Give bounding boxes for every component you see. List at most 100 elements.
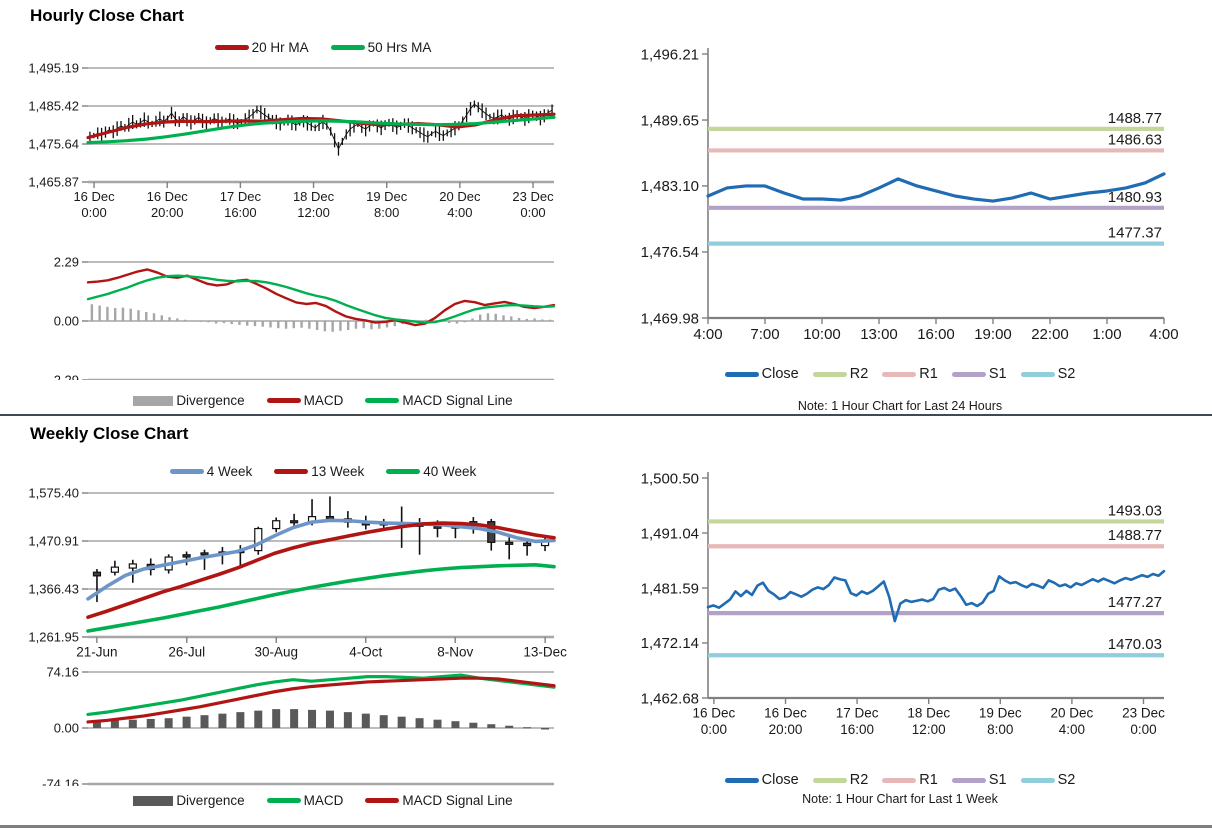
svg-text:1,495.19: 1,495.19 (28, 61, 79, 76)
weekly-close-chart: 1,575.40 1,470.91 1,366.43 1,261.95 21-Jun 26… (8, 481, 568, 676)
legend-item-close: Close (724, 772, 799, 788)
hourly-pivot-svg: 1,496.21 1,489.65 1,483.10 1,476.54 1,469.98… (641, 46, 1179, 343)
weekly-pivot-pivot-label-S2: 1470.03 (1108, 636, 1162, 653)
legend-label: MACD Signal Line (402, 793, 513, 808)
legend-label: R2 (849, 772, 869, 788)
svg-text:16:00: 16:00 (917, 326, 955, 343)
svg-text:1,475.64: 1,475.64 (28, 137, 79, 152)
legend-label: MACD Signal Line (402, 393, 513, 408)
legend-item-close: Close (724, 366, 799, 382)
weekly-pivot-pivot-label-R1: 1488.77 (1108, 527, 1162, 544)
hourly-pivot-pivot-label-S1: 1480.93 (1108, 189, 1162, 206)
legend-item-13-week: 13 Week (274, 464, 364, 479)
legend-label: S1 (988, 772, 1007, 788)
svg-text:1,496.21: 1,496.21 (641, 46, 699, 63)
legend-item-s2: S2 (1020, 366, 1075, 382)
legend-item-macd-signal-line: MACD Signal Line (365, 393, 513, 408)
legend-label: MACD (303, 793, 344, 808)
line-swatch-icon (386, 469, 421, 474)
line-swatch-icon (951, 371, 986, 377)
legend-label: R1 (919, 366, 938, 382)
svg-text:1,476.54: 1,476.54 (641, 244, 699, 261)
weekly-pivot-pivot-label-R2: 1493.03 (1108, 502, 1162, 519)
weekly-ma-legend: 4 Week 13 Week 40 Week (88, 464, 558, 479)
svg-text:-2.29: -2.29 (49, 373, 79, 380)
hourly-pivot-note: Note: 1 Hour Chart for Last 24 Hours (797, 399, 1003, 413)
legend-item-r1: R1 (882, 772, 938, 788)
hourly-close-chart: 1,495.19 1,485.42 1,475.64 1,465.87 16 Dec 0:… (8, 56, 568, 233)
line-swatch-icon (365, 398, 400, 403)
hourly-pivot-pivot-label-R2: 1488.77 (1108, 110, 1162, 127)
hourly-macd-legend: Divergence MACD MACD Signal Line (88, 393, 558, 408)
weekly-macd-chart: 74.16 0.00 -74.16 (8, 660, 568, 792)
weekly-chart-title: Weekly Close Chart (30, 424, 189, 443)
line-swatch-icon (1020, 777, 1055, 783)
legend-item-divergence: Divergence (133, 393, 245, 408)
line-swatch-icon (812, 371, 847, 377)
hourly-ma-legend: 20 Hr MA 50 Hrs MA (88, 40, 558, 55)
legend-item-40-week: 40 Week (386, 464, 476, 479)
hourly-chart-title: Hourly Close Chart (30, 6, 184, 25)
line-swatch-icon (724, 371, 759, 377)
svg-text:4-Oct: 4-Oct (349, 645, 382, 660)
svg-text:2.29: 2.29 (54, 255, 79, 270)
legend-label: S2 (1057, 772, 1076, 788)
line-swatch-icon (214, 45, 249, 50)
svg-text:1,472.14: 1,472.14 (641, 635, 699, 652)
line-swatch-icon (812, 777, 847, 783)
legend-item-r2: R2 (812, 772, 869, 788)
line-swatch-icon (274, 469, 309, 474)
svg-text:1,483.10: 1,483.10 (641, 178, 699, 195)
svg-text:10:00: 10:00 (803, 326, 841, 343)
legend-item-r2: R2 (812, 366, 868, 382)
line-swatch-icon (1020, 371, 1055, 377)
weekly-macd-legend: Divergence MACD MACD Signal Line (88, 793, 558, 808)
bar-swatch-icon (133, 395, 174, 406)
legend-item-divergence: Divergence (133, 793, 245, 808)
legend-label: R1 (919, 772, 938, 788)
svg-text:1,575.40: 1,575.40 (28, 486, 79, 501)
weekly-pivot-chart: 1,500.50 1,491.04 1,481.59 1,472.14 1,462.68… (612, 464, 1184, 759)
line-swatch-icon (951, 777, 986, 783)
line-swatch-icon (169, 469, 204, 474)
legend-item-s1: S1 (951, 366, 1007, 382)
legend-item-20-hr-ma: 20 Hr MA (214, 40, 309, 55)
line-swatch-icon (882, 371, 917, 377)
weekly-pivot-pivot-label-S1: 1477.27 (1108, 594, 1162, 611)
svg-text:7:00: 7:00 (750, 326, 779, 343)
hourly-macd-svg: 2.29 0.00 -2.29 (49, 255, 556, 388)
legend-item-macd-signal-line: MACD Signal Line (365, 793, 513, 808)
legend-item-macd: MACD (266, 393, 344, 408)
hourly-pivot-legend: Close R2 R1 S1 S2 (660, 366, 1140, 382)
weekly-pivot-svg: 1,500.50 1,491.04 1,481.59 1,472.14 1,462.68… (641, 470, 1166, 738)
svg-text:-74.16: -74.16 (42, 777, 79, 786)
legend-label: 4 Week (206, 464, 253, 479)
line-swatch-icon (882, 777, 917, 783)
svg-text:19:00: 19:00 (974, 326, 1012, 343)
svg-text:0.00: 0.00 (54, 314, 79, 329)
legend-label: Close (761, 366, 799, 382)
svg-text:26-Jul: 26-Jul (168, 645, 205, 660)
svg-text:1,462.68: 1,462.68 (641, 690, 699, 707)
legend-label: MACD (303, 393, 344, 408)
legend-label: 20 Hr MA (251, 40, 309, 55)
svg-text:1,469.98: 1,469.98 (641, 310, 699, 327)
bar-swatch-icon (133, 795, 174, 806)
legend-item-s1: S1 (951, 772, 1007, 788)
svg-text:1,500.50: 1,500.50 (641, 470, 699, 487)
svg-text:30-Aug: 30-Aug (254, 645, 298, 660)
svg-text:22:00: 22:00 (1031, 326, 1069, 343)
legend-label: Divergence (176, 393, 245, 408)
svg-text:1,261.95: 1,261.95 (28, 630, 79, 645)
hourly-pivot-pivot-label-S2: 1477.37 (1108, 225, 1162, 242)
svg-text:0.00: 0.00 (54, 721, 79, 736)
svg-text:4:00: 4:00 (1149, 326, 1178, 343)
